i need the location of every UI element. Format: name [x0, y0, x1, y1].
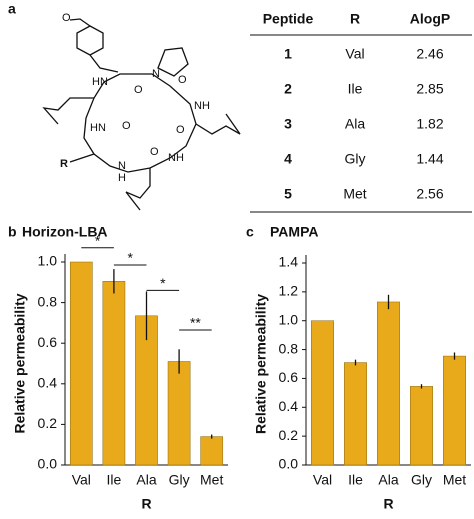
table-cell: 5: [284, 186, 292, 202]
significance-label: **: [190, 315, 201, 331]
bond: [89, 54, 119, 73]
atom: NH: [168, 152, 184, 164]
table-cell: 1: [284, 46, 292, 62]
x-tick-label: Val: [313, 472, 332, 488]
table-cell: 4: [284, 151, 292, 167]
significance-label: *: [95, 232, 101, 248]
x-tick-label: Met: [200, 472, 223, 488]
bond: [195, 113, 241, 135]
significance-label: *: [160, 275, 166, 291]
x-tick-label: Ala: [378, 472, 398, 488]
table-cell: 2: [284, 81, 292, 97]
table-cell: 2.85: [416, 81, 443, 97]
y-tick-label: 1.0: [279, 311, 299, 327]
y-axis-label: Relative permeability: [12, 293, 28, 433]
y-tick-label: 0.4: [279, 398, 299, 414]
table-cell: Val: [345, 46, 364, 62]
atom: HN: [92, 76, 108, 88]
y-axis-label: Relative permeability: [253, 294, 269, 434]
y-tick-label: 1.4: [279, 254, 299, 270]
bar: [410, 386, 433, 466]
table-cell: 2.46: [416, 46, 443, 62]
bond: [76, 25, 104, 56]
table-cell: 2.56: [416, 186, 443, 202]
bar: [311, 320, 334, 466]
atom: N: [118, 160, 126, 172]
y-tick-label: 0.0: [38, 456, 58, 472]
bar: [102, 281, 126, 466]
panel-label: b: [8, 224, 17, 240]
table-cell: Gly: [345, 151, 366, 167]
significance-label: *: [127, 250, 133, 266]
table-cell: 1.82: [416, 116, 443, 132]
x-axis-label: R: [141, 496, 151, 512]
table: [250, 34, 472, 213]
x-tick-label: Gly: [169, 472, 190, 488]
atom: H: [118, 172, 126, 184]
x-tick-label: Met: [443, 472, 466, 488]
y-tick-label: 0.2: [38, 415, 58, 431]
atom: O: [122, 120, 131, 132]
table-header: AlogP: [410, 11, 450, 27]
atom: O: [134, 84, 143, 96]
table-cell: Ile: [348, 81, 363, 97]
bond: [157, 47, 189, 77]
x-axis-label: R: [383, 496, 393, 512]
table-header: R: [350, 11, 360, 27]
atom: O: [178, 74, 187, 86]
x-tick-label: Ile: [348, 472, 363, 488]
bar: [443, 355, 466, 466]
bar: [377, 301, 400, 466]
table-cell: 1.44: [416, 151, 443, 167]
structure: O HN N O O NH HN O O NH R N H O: [42, 12, 241, 211]
bond: [69, 153, 95, 163]
atom: O: [176, 124, 185, 136]
x-tick-label: Gly: [411, 472, 432, 488]
bar: [344, 362, 367, 466]
bond: [125, 168, 151, 211]
bond: [69, 18, 91, 27]
y-tick-label: 0.0: [279, 456, 299, 472]
atom: O: [62, 12, 71, 24]
atom: N: [152, 68, 160, 80]
y-tick-label: 0.6: [279, 369, 299, 385]
bond: [83, 73, 197, 173]
atom: R: [60, 158, 68, 170]
y-tick-label: 1.2: [279, 283, 299, 299]
bar: [69, 261, 93, 466]
x-tick-label: Val: [72, 472, 91, 488]
panel-label: c: [246, 224, 254, 240]
table-cell: Ala: [345, 116, 365, 132]
chart-title: PAMPA: [270, 224, 318, 240]
table-cell: Met: [343, 186, 366, 202]
atom: HN: [90, 122, 106, 134]
y-tick-label: 0.8: [38, 293, 58, 309]
x-tick-label: Ala: [136, 472, 156, 488]
atom: NH: [194, 100, 210, 112]
bond: [42, 97, 94, 125]
table-cell: 3: [284, 116, 292, 132]
y-tick-label: 0.6: [38, 334, 58, 350]
table-header: Peptide: [263, 11, 314, 27]
y-tick-label: 0.2: [279, 427, 299, 443]
bar: [200, 436, 224, 466]
y-tick-label: 0.4: [38, 375, 58, 391]
y-tick-label: 0.8: [279, 340, 299, 356]
bar: [167, 361, 191, 466]
x-tick-label: Ile: [107, 472, 122, 488]
y-tick-label: 1.0: [38, 253, 58, 269]
atom: O: [150, 146, 159, 158]
panel-label: a: [8, 1, 16, 17]
chart-title: Horizon-LBA: [22, 224, 108, 240]
